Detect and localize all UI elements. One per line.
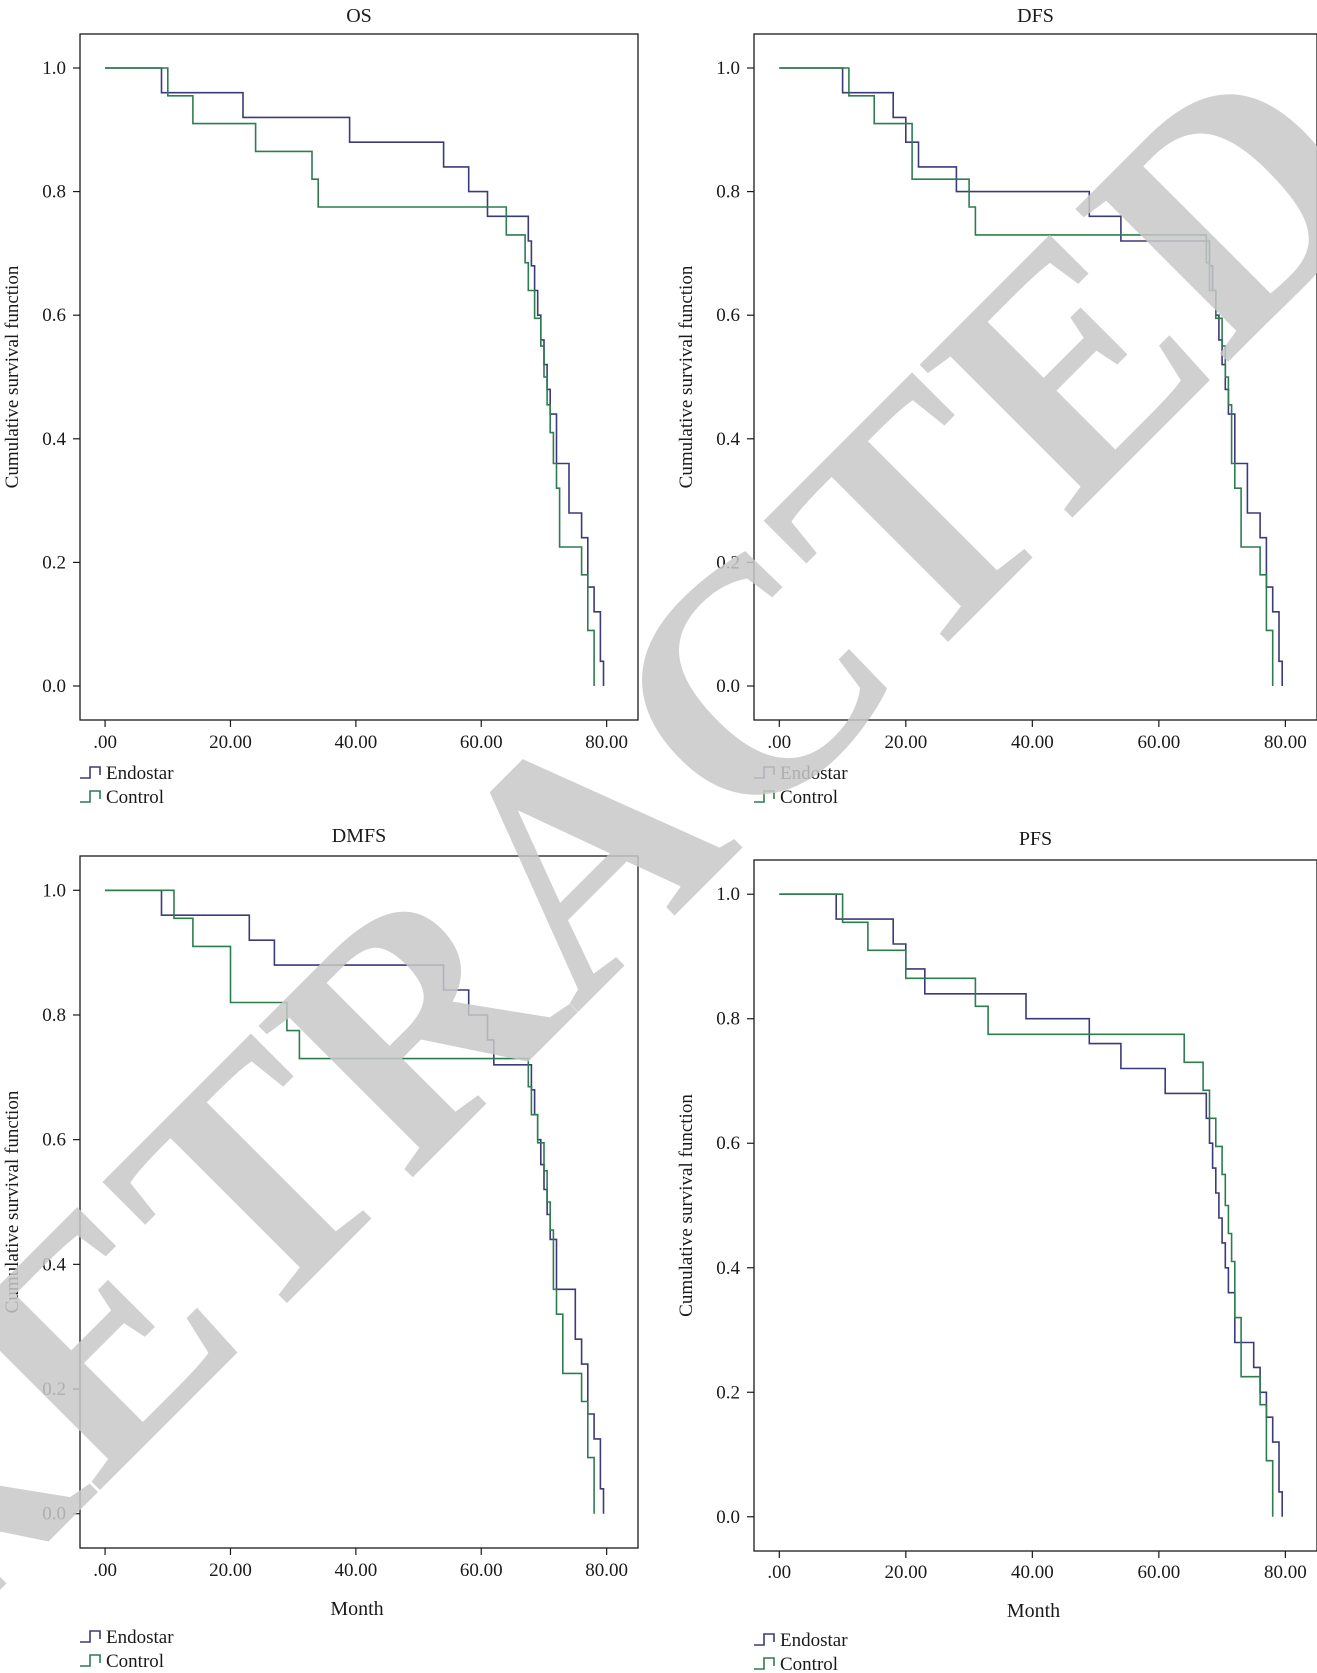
y-tick-label: 0.4 <box>42 1254 66 1275</box>
chart-panel-pfs: PFS 0.0 0.2 0.4 0.6 0.8 1.0 .00 20.00 40.00 60.00 8… <box>676 828 1317 1673</box>
x-tick-label: .00 <box>767 1562 791 1583</box>
legend-label-endostar: Endostar <box>780 763 848 784</box>
legend-symbol-endostar <box>754 1633 775 1646</box>
legend-label-endostar: Endostar <box>780 1630 848 1651</box>
series-control-curve <box>779 893 1274 1517</box>
legend-label-control: Control <box>780 1654 838 1673</box>
series-control-curve <box>105 889 595 1514</box>
x-tick-label: 20.00 <box>209 1560 252 1581</box>
chart-panel-os: OS 0.0 0.2 0.4 0.6 0.8 1.0 .00 20.00 40.00 60.00 80… <box>2 5 639 808</box>
x-tick-label: 80.00 <box>1264 732 1307 753</box>
legend-symbol-control <box>80 1654 101 1667</box>
plot-frame <box>79 855 639 1549</box>
plot-frame <box>753 33 1317 721</box>
legend-symbol-endostar <box>80 1630 101 1643</box>
x-tick-label: .00 <box>93 1560 117 1581</box>
y-tick-label: 0.0 <box>42 676 66 697</box>
x-tick-label: 60.00 <box>1137 732 1180 753</box>
y-tick-label: 0.8 <box>42 1005 66 1026</box>
x-tick-label: 80.00 <box>585 1560 628 1581</box>
legend-label-control: Control <box>780 787 838 808</box>
y-tick-label: 0.4 <box>716 429 740 450</box>
series-endostar-curve <box>105 889 605 1514</box>
chart-title: DFS <box>1017 5 1054 27</box>
x-axis-label: Month <box>1007 1600 1060 1622</box>
y-tick-label: 0.6 <box>716 1133 740 1154</box>
y-tick-label: 0.8 <box>42 182 66 203</box>
legend-symbol-endostar <box>754 766 775 779</box>
legend-symbol-control <box>754 1657 775 1670</box>
y-tick-label: 0.4 <box>42 429 66 450</box>
x-tick-label: 40.00 <box>334 1560 377 1581</box>
y-tick-label: 0.8 <box>716 1009 740 1030</box>
y-tick-label: 1.0 <box>42 58 66 79</box>
x-tick-label: 40.00 <box>1011 1562 1054 1583</box>
y-tick-label: 1.0 <box>42 880 66 901</box>
legend-symbol-endostar <box>80 766 101 779</box>
series-endostar-curve <box>105 67 605 686</box>
y-axis-label: Cumulative survival function <box>2 265 23 488</box>
x-tick-label: 20.00 <box>884 1562 927 1583</box>
chart-title: PFS <box>1019 828 1052 850</box>
chart-title: OS <box>346 5 372 27</box>
legend-label-endostar: Endostar <box>106 763 174 784</box>
x-tick-label: 80.00 <box>1264 1562 1307 1583</box>
y-tick-label: 1.0 <box>716 58 740 79</box>
series-endostar-curve <box>779 67 1283 686</box>
x-tick-label: 20.00 <box>884 732 927 753</box>
y-tick-label: 0.2 <box>716 1382 740 1403</box>
x-axis-label: Month <box>330 1598 383 1620</box>
legend-symbol-control <box>754 790 775 803</box>
y-tick-label: 0.8 <box>716 182 740 203</box>
chart-panel-dmfs: DMFS 0.0 0.2 0.4 0.6 0.8 1.0 .00 20.00 40.00 60.00… <box>2 825 639 1672</box>
legend-label-control: Control <box>106 787 164 808</box>
x-tick-label: 20.00 <box>209 732 252 753</box>
x-tick-label: 40.00 <box>334 732 377 753</box>
series-endostar-curve <box>779 893 1283 1517</box>
y-tick-label: 0.6 <box>42 305 66 326</box>
chart-title: DMFS <box>332 825 386 847</box>
y-tick-label: 0.2 <box>42 1379 66 1400</box>
y-tick-label: 0.0 <box>716 676 740 697</box>
plot-frame <box>79 33 639 721</box>
x-tick-label: 60.00 <box>460 732 503 753</box>
chart-panel-dfs: DFS 0.0 0.2 0.4 0.6 0.8 1.0 .00 20.00 40.00 60.00 8… <box>676 5 1317 808</box>
series-control-curve <box>105 67 595 686</box>
y-tick-label: 0.2 <box>42 552 66 573</box>
y-tick-label: 0.2 <box>716 552 740 573</box>
x-tick-label: 40.00 <box>1011 732 1054 753</box>
y-tick-label: 0.6 <box>716 305 740 326</box>
y-tick-label: 0.6 <box>42 1130 66 1151</box>
x-tick-label: .00 <box>767 732 791 753</box>
y-tick-label: 1.0 <box>716 884 740 905</box>
plot-frame <box>753 859 1317 1552</box>
y-tick-label: 0.0 <box>716 1507 740 1528</box>
y-axis-label: Cumulative survival function <box>2 1090 23 1313</box>
y-axis-label: Cumulative survival function <box>676 1094 697 1317</box>
legend-symbol-control <box>80 790 101 803</box>
x-tick-label: 60.00 <box>1137 1562 1180 1583</box>
y-tick-label: 0.4 <box>716 1258 740 1279</box>
legend-label-control: Control <box>106 1651 164 1672</box>
series-control-curve <box>779 67 1274 686</box>
x-tick-label: .00 <box>93 732 117 753</box>
y-tick-label: 0.0 <box>42 1504 66 1525</box>
legend-label-endostar: Endostar <box>106 1627 174 1648</box>
y-axis-label: Cumulative survival function <box>676 265 697 488</box>
x-tick-label: 60.00 <box>460 1560 503 1581</box>
x-tick-label: 80.00 <box>585 732 628 753</box>
